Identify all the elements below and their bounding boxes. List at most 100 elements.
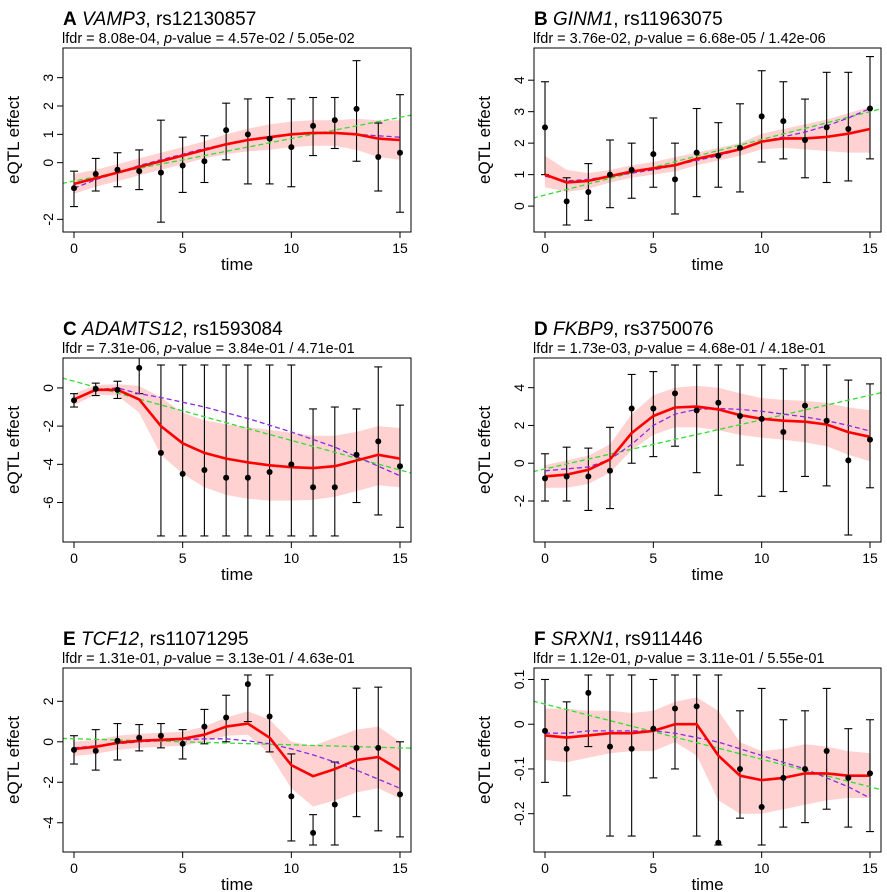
dashed-fit-line bbox=[73, 738, 401, 789]
y-axis-label: eQTL effect bbox=[475, 406, 494, 494]
data-point bbox=[201, 467, 208, 474]
smooth-curve bbox=[73, 131, 401, 186]
panel-subtitle: lfdr = 1.12e-01, p-value = 3.11e-01 / 5.… bbox=[533, 651, 825, 667]
title-comma: , bbox=[145, 9, 156, 30]
gene-name: SRXN1 bbox=[551, 629, 614, 650]
data-point bbox=[845, 457, 852, 464]
data-point bbox=[375, 154, 382, 160]
x-tick-label: 10 bbox=[284, 550, 300, 566]
snp-id: rs12130857 bbox=[156, 9, 256, 30]
y-tick-label: 3 bbox=[511, 108, 527, 116]
data-point bbox=[157, 449, 164, 456]
panel-letter: C bbox=[63, 319, 77, 340]
x-tick-label: 0 bbox=[70, 860, 78, 876]
data-point bbox=[201, 158, 208, 165]
x-tick-label: 0 bbox=[70, 550, 78, 566]
error-bar bbox=[606, 674, 614, 837]
p-letter: p bbox=[634, 651, 643, 667]
x-tick-label: 15 bbox=[862, 240, 878, 256]
y-tick-label: 4 bbox=[511, 76, 527, 84]
data-point bbox=[114, 386, 121, 393]
y-tick-label: -0.1 bbox=[511, 757, 527, 781]
plot-area bbox=[534, 674, 881, 846]
y-tick-label: -2 bbox=[511, 495, 527, 508]
data-point bbox=[650, 725, 657, 732]
error-bar bbox=[779, 719, 788, 828]
y-tick-label: 3 bbox=[40, 74, 56, 82]
data-point bbox=[223, 474, 230, 481]
data-point bbox=[92, 171, 99, 177]
title-comma: , bbox=[613, 319, 624, 340]
data-point bbox=[758, 113, 765, 120]
data-point bbox=[563, 745, 570, 752]
p-values: -value = 4.57e-02 / 5.05e-02 bbox=[172, 31, 355, 47]
data-point bbox=[331, 801, 338, 808]
data-point bbox=[542, 727, 548, 734]
panel-title: C ADAMTS12, rs1593084 bbox=[63, 319, 283, 340]
x-tick-label: 10 bbox=[754, 860, 770, 876]
y-tick-label: -6 bbox=[40, 496, 56, 509]
data-point bbox=[397, 149, 403, 156]
data-point bbox=[157, 169, 164, 176]
data-point bbox=[758, 803, 765, 810]
data-point bbox=[715, 152, 722, 159]
data-point bbox=[331, 117, 338, 124]
data-point bbox=[737, 413, 743, 419]
y-tick-label: 1 bbox=[40, 130, 56, 138]
data-point bbox=[672, 390, 678, 397]
data-point bbox=[780, 774, 787, 781]
panel-letter: A bbox=[63, 9, 77, 30]
data-point bbox=[585, 689, 592, 696]
panel-subtitle: lfdr = 3.76e-02, p-value = 6.68e-05 / 1.… bbox=[533, 31, 826, 47]
data-point bbox=[628, 745, 635, 752]
p-values: -value = 3.11e-01 / 5.55e-01 bbox=[643, 651, 825, 667]
data-point bbox=[607, 467, 613, 474]
data-point bbox=[179, 162, 186, 169]
y-axis-label: eQTL effect bbox=[4, 406, 23, 494]
x-tick-label: 15 bbox=[862, 550, 878, 566]
x-tick-label: 5 bbox=[649, 550, 657, 566]
snp-id: rs3750076 bbox=[624, 319, 714, 340]
panel-title: D FKBP9, rs3750076 bbox=[534, 319, 714, 340]
lfdr-value: lfdr = 1.31e-01, bbox=[62, 651, 164, 667]
panel-subtitle: lfdr = 1.31e-01, p-value = 3.13e-01 / 4.… bbox=[62, 651, 355, 667]
p-letter: p bbox=[163, 651, 172, 667]
data-point bbox=[715, 839, 722, 846]
x-axis-label: time bbox=[691, 875, 723, 892]
data-point bbox=[845, 125, 852, 132]
panel-title: B GINM1, rs11963075 bbox=[534, 9, 723, 30]
p-values: -value = 3.13e-01 / 4.63e-01 bbox=[172, 651, 355, 667]
data-point bbox=[266, 468, 273, 475]
y-tick-label: 0 bbox=[40, 159, 56, 167]
error-bar bbox=[287, 364, 296, 537]
y-tick-label: -2 bbox=[40, 213, 56, 226]
data-point bbox=[288, 144, 295, 151]
confidence-band bbox=[74, 711, 400, 807]
error-bar bbox=[287, 98, 296, 188]
data-point bbox=[780, 429, 787, 436]
data-point bbox=[136, 734, 143, 741]
data-point bbox=[867, 105, 873, 112]
p-letter: p bbox=[163, 341, 172, 357]
error-bar bbox=[243, 364, 252, 537]
confidence-band bbox=[545, 697, 870, 814]
p-letter: p bbox=[634, 341, 643, 357]
data-point bbox=[310, 122, 317, 129]
error-bar bbox=[243, 98, 252, 185]
data-point bbox=[92, 747, 99, 754]
panel-letter: F bbox=[534, 629, 546, 650]
error-bar bbox=[627, 373, 636, 464]
x-tick-label: 0 bbox=[541, 240, 549, 256]
error-bar bbox=[714, 364, 723, 496]
data-point bbox=[266, 713, 273, 720]
data-point bbox=[136, 364, 143, 371]
gene-name: ADAMTS12 bbox=[81, 319, 183, 340]
y-tick-label: -4 bbox=[40, 816, 56, 829]
data-point bbox=[136, 168, 143, 175]
data-point bbox=[823, 417, 830, 424]
data-point bbox=[802, 765, 808, 772]
data-point bbox=[715, 399, 722, 406]
